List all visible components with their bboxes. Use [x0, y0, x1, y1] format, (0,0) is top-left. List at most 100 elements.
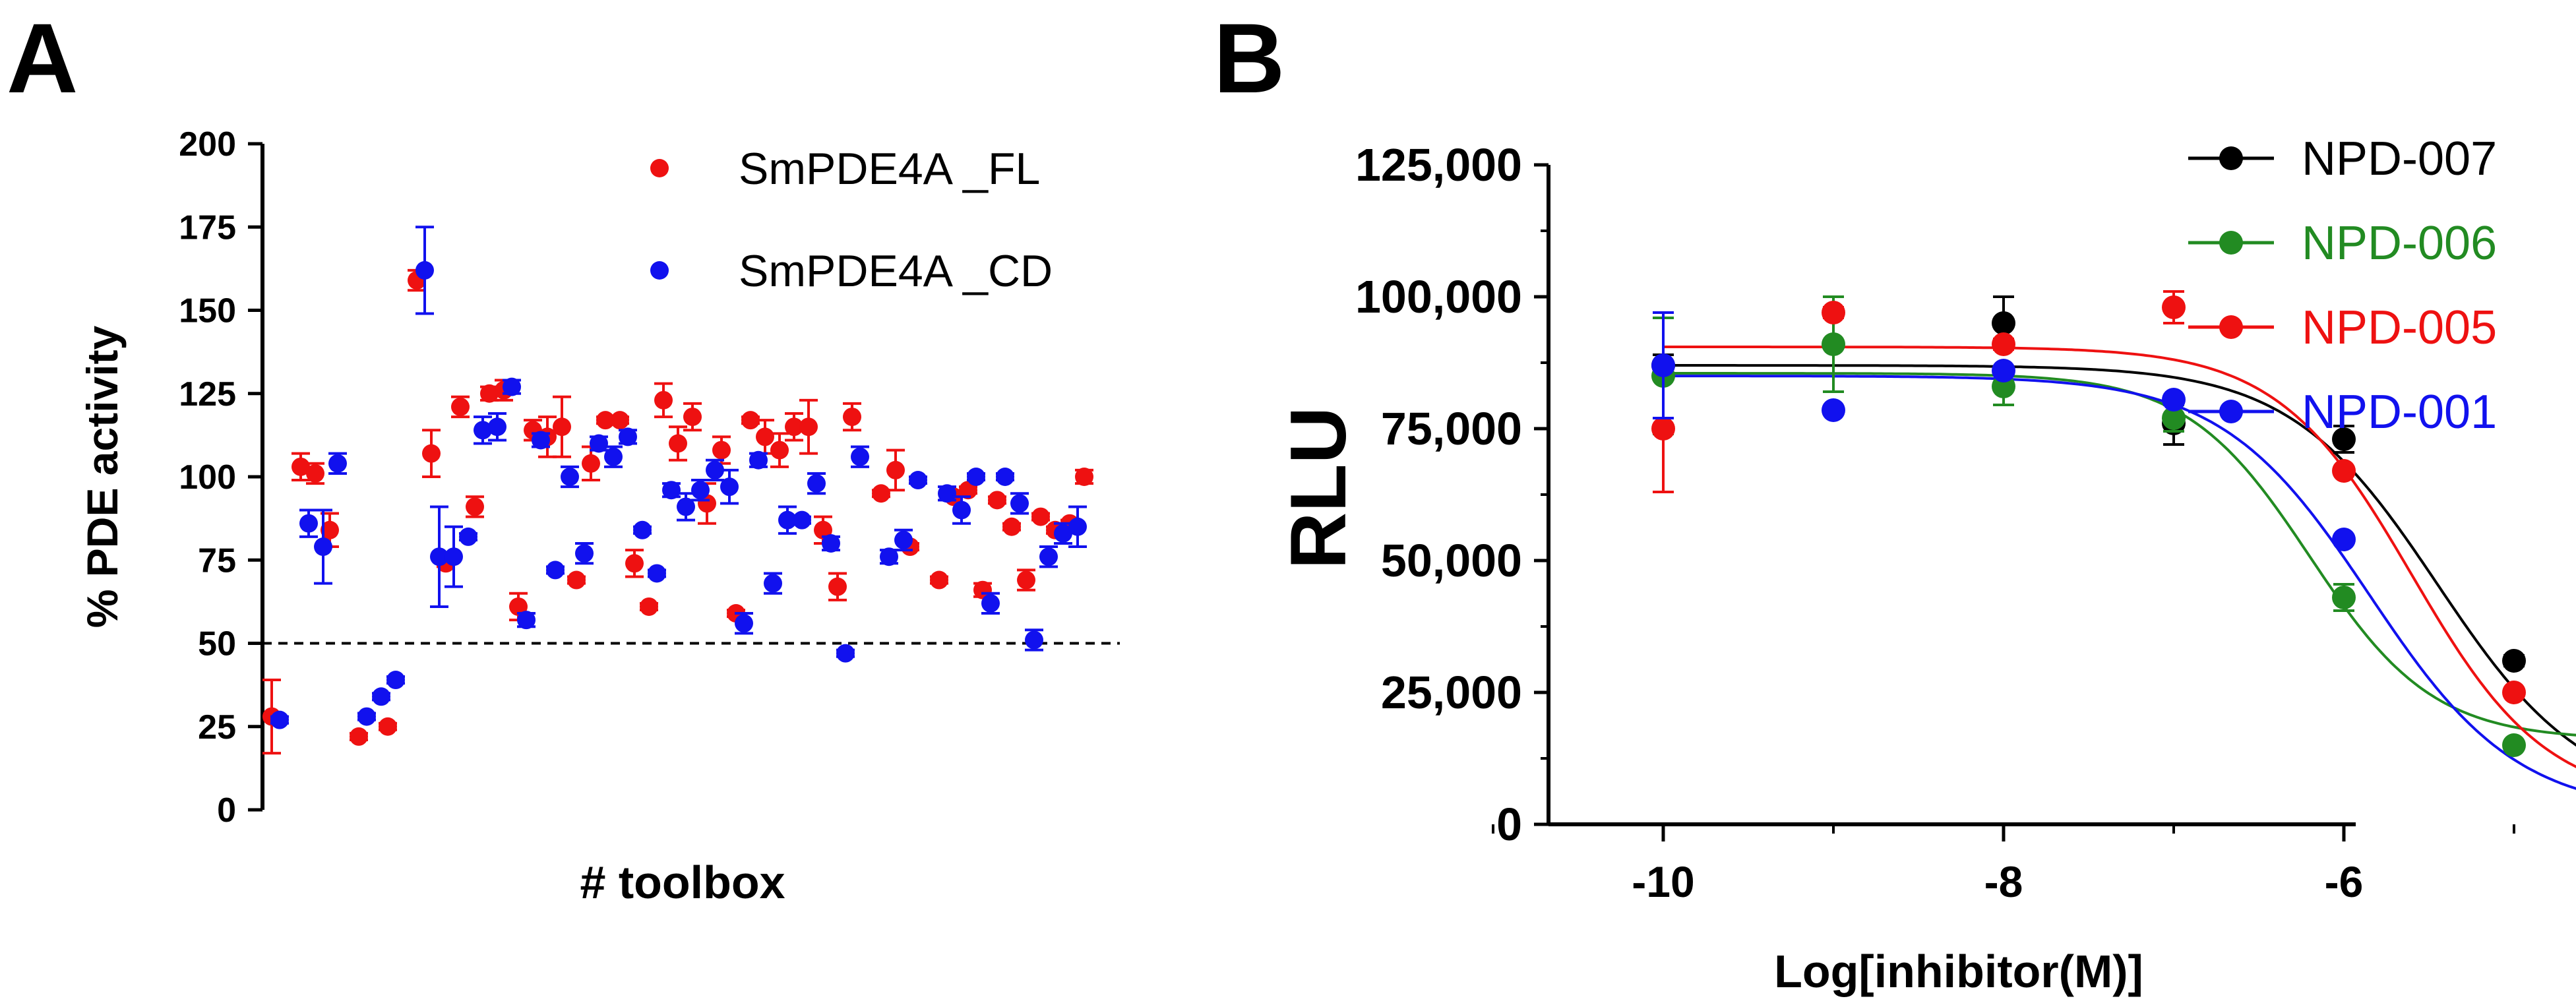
data-point [474, 415, 492, 445]
data-point [938, 484, 956, 503]
data-point [2162, 388, 2186, 412]
data-point [567, 570, 586, 590]
data-point-marker [1017, 570, 1035, 590]
data-point-marker [415, 260, 434, 280]
panel-a-legend: SmPDE4A _FL SmPDE4A _CD [650, 144, 1053, 296]
data-point [532, 431, 550, 450]
data-point-marker [886, 460, 905, 479]
data-point-marker [770, 441, 789, 460]
data-point [1992, 359, 2015, 382]
data-point [741, 411, 760, 430]
data-point [2502, 649, 2526, 673]
data-point [2332, 528, 2356, 551]
panel-b-points [1651, 290, 2526, 757]
data-point-marker [582, 454, 600, 473]
data-point [799, 398, 818, 455]
x-tick-label: -10 [1632, 857, 1694, 906]
data-point [706, 458, 724, 482]
data-point-marker [503, 377, 521, 396]
data-point [415, 226, 434, 315]
data-point [1017, 568, 1035, 592]
data-point [807, 472, 826, 495]
data-point-marker [756, 427, 774, 446]
data-point [1075, 468, 1093, 486]
panel-b-y-axis-title: RLU [1274, 407, 1363, 570]
data-point [625, 549, 644, 578]
data-point-marker [480, 384, 499, 403]
data-point-marker [625, 554, 644, 573]
data-point [1031, 507, 1050, 526]
data-point-marker [2502, 649, 2526, 673]
data-point [683, 402, 702, 432]
data-point [445, 525, 463, 588]
data-point [1822, 398, 1845, 422]
data-point-marker [459, 527, 477, 546]
panel-b-y-ticks: 0 25,000 50,000 75,000 100,000 125,000 [1355, 139, 1549, 850]
panel-b-chart: 0 25,000 50,000 75,000 100,000 125,000 -10 -8 -… [1274, 133, 2576, 997]
data-point-marker [988, 491, 1006, 510]
data-point [306, 462, 324, 485]
data-point-marker [2502, 733, 2526, 757]
data-point-marker [430, 547, 448, 566]
data-point-marker [1822, 332, 1845, 356]
data-point [828, 572, 847, 601]
data-point-marker [764, 574, 782, 593]
y-tick-label: 0 [217, 791, 236, 830]
data-point-marker [712, 441, 731, 460]
data-point-marker [488, 417, 506, 437]
data-point [379, 717, 397, 736]
legend-label: SmPDE4A _FL [739, 144, 1040, 194]
data-point-marker [1025, 630, 1043, 650]
data-point [843, 402, 861, 432]
y-tick-label: 125 [179, 375, 236, 413]
data-point-marker [1822, 398, 1845, 422]
data-point [785, 412, 803, 442]
data-point-marker [2332, 459, 2356, 483]
y-tick-label: 200 [179, 125, 236, 164]
data-point-marker [952, 501, 971, 520]
data-point-marker [379, 717, 397, 736]
panel-a-x-axis-title: # toolbox [580, 857, 785, 908]
data-point [778, 505, 797, 535]
data-point [372, 687, 390, 706]
data-point-marker [2162, 295, 2186, 319]
y-tick-label: 50,000 [1381, 535, 1522, 586]
data-point [546, 561, 565, 580]
data-point-marker [575, 544, 594, 563]
data-point-marker [959, 481, 977, 500]
data-point [886, 448, 905, 492]
data-point [328, 452, 347, 475]
data-point-marker [314, 537, 332, 557]
y-tick-label: 175 [179, 208, 236, 247]
data-point-marker [872, 484, 890, 503]
y-tick-label: 150 [179, 292, 236, 330]
legend-marker [650, 261, 669, 280]
data-point [720, 468, 739, 505]
data-point-marker [981, 594, 1000, 613]
legend-label: NPD-006 [2302, 217, 2497, 270]
data-point [909, 471, 927, 490]
data-point-marker [720, 477, 739, 497]
data-point-marker [517, 611, 536, 630]
data-point-marker [828, 577, 847, 596]
data-point [793, 510, 811, 530]
data-point [350, 727, 368, 746]
data-point-marker [741, 411, 760, 430]
data-point-marker [386, 671, 405, 690]
data-point-marker [306, 464, 324, 483]
data-point-marker [532, 431, 550, 450]
data-point [422, 429, 441, 478]
data-point [851, 445, 869, 468]
panel-b-label: B [1213, 3, 1285, 113]
data-point [952, 495, 971, 525]
data-point-marker [299, 514, 318, 533]
data-point [1822, 301, 1845, 324]
data-point [836, 644, 855, 663]
y-tick-label: 125,000 [1355, 139, 1522, 191]
data-point [2502, 681, 2526, 704]
data-point-marker [1002, 517, 1021, 536]
data-point [604, 445, 623, 468]
data-point-marker [654, 390, 673, 410]
data-point [959, 481, 977, 500]
data-point-marker [321, 520, 339, 539]
